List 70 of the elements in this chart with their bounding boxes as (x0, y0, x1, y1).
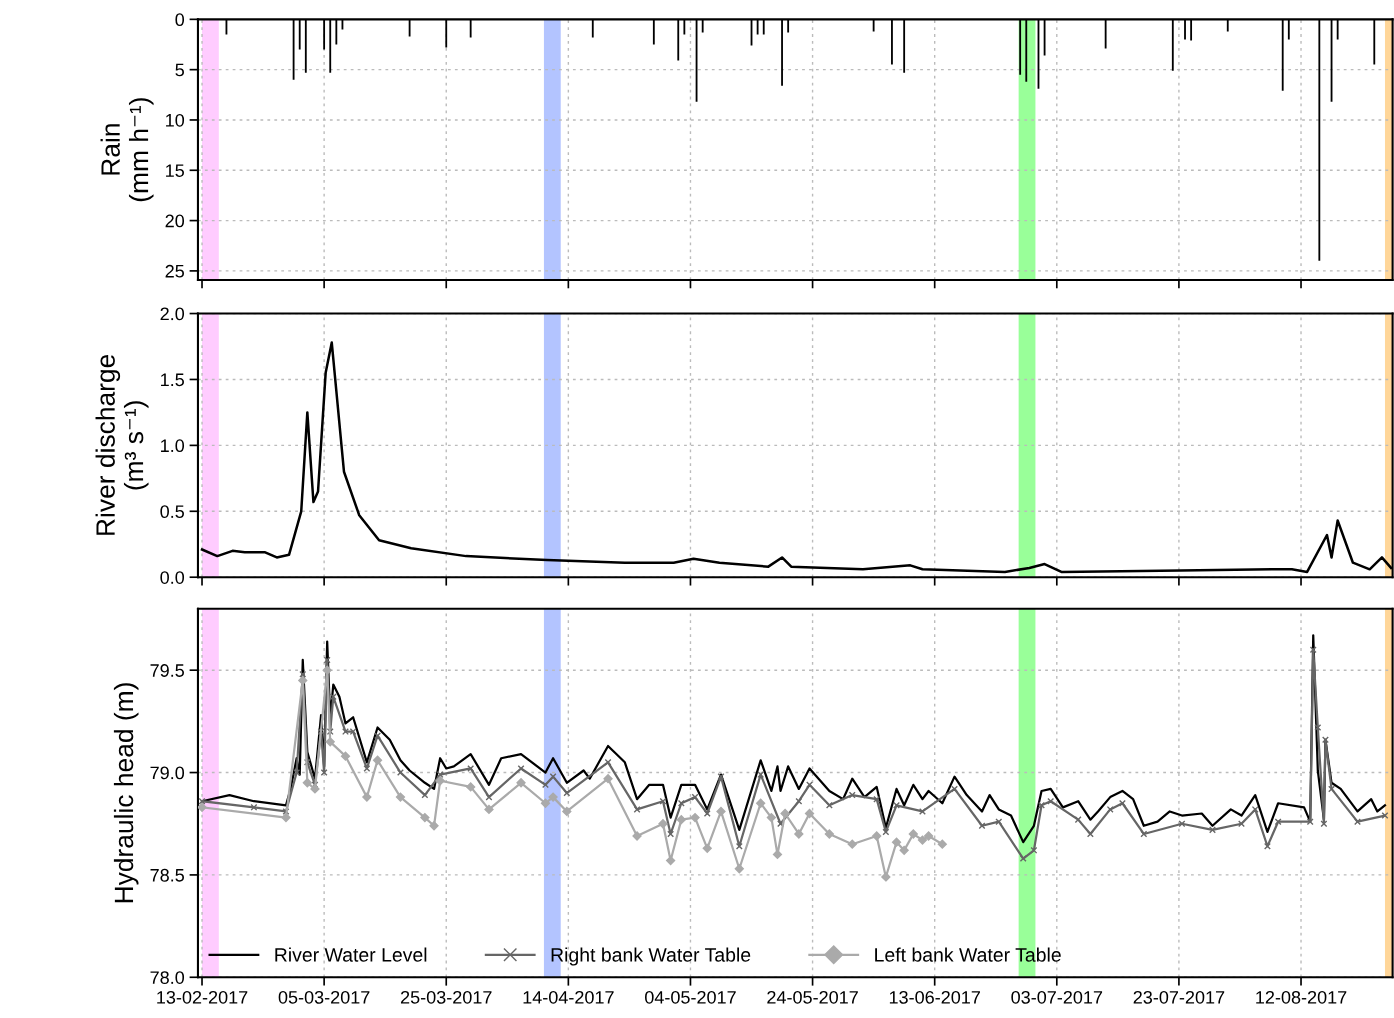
point (429, 821, 439, 831)
y-tick-label: 1.5 (161, 373, 184, 387)
legend-label: Left bank Water Table (875, 947, 1061, 962)
y-tick-label: 79.5 (150, 664, 184, 677)
x-tick-label: 13-02-2017 (157, 990, 248, 1004)
y-axis-title: Rain (mm h⁻¹) (100, 98, 154, 202)
point (734, 864, 744, 874)
y-tick-label: 79.0 (150, 766, 185, 780)
point (824, 829, 834, 839)
point (847, 839, 857, 849)
y-axis-title: Hydraulic head (m) (113, 683, 139, 903)
point (310, 784, 320, 794)
point (395, 792, 406, 802)
point (548, 792, 558, 802)
y-tick-label: 1.0 (161, 439, 185, 453)
point (340, 751, 351, 761)
point (281, 812, 291, 823)
point (658, 819, 668, 829)
y-axis-title: River discharge (m³ s⁻¹) (95, 354, 149, 535)
y-tick-label: 2.0 (160, 307, 185, 321)
legend-label: River Water Level (275, 947, 427, 962)
point (923, 831, 934, 841)
y-tick-label: 0.0 (160, 571, 185, 584)
y-tick-label: 0 (175, 13, 185, 27)
point (908, 829, 918, 839)
point (702, 843, 712, 853)
point (756, 798, 766, 808)
y-tick-label: 25 (165, 264, 184, 278)
y-tick-label: 20 (165, 214, 185, 228)
point (322, 665, 332, 675)
point (899, 845, 909, 855)
x-tick-label: 13-06-2017 (889, 990, 980, 1004)
point (540, 798, 551, 808)
point (690, 812, 700, 823)
x-tick-label: 14-04-2017 (523, 990, 614, 1004)
point (435, 776, 445, 786)
y-tick-label: 0.5 (160, 505, 184, 519)
y-tick-label: 10 (166, 113, 185, 127)
point (716, 806, 726, 817)
point (562, 806, 572, 817)
y-tick-label: 5 (175, 63, 184, 77)
x-tick-label: 25-03-2017 (400, 990, 492, 1004)
x-tick-label: 05-03-2017 (278, 990, 370, 1004)
point (302, 778, 312, 788)
point (603, 774, 613, 784)
point (466, 782, 476, 792)
point (676, 815, 686, 825)
x-tick-label: 23-07-2017 (1133, 990, 1225, 1004)
x-tick-label: 24-05-2017 (767, 990, 858, 1004)
point (780, 808, 790, 819)
y-tick-label: 78.0 (150, 971, 185, 984)
point (766, 812, 776, 823)
x-tick-label: 03-07-2017 (1011, 990, 1103, 1004)
point (420, 812, 430, 823)
point (937, 839, 947, 849)
point (362, 792, 372, 802)
point (325, 737, 335, 747)
legend-label: Right bank Water Table (551, 947, 751, 966)
point (917, 835, 928, 845)
y-tick-label: 78.5 (150, 868, 184, 882)
point (372, 755, 383, 765)
point (794, 829, 804, 839)
x-tick-label: 04-05-2017 (645, 990, 736, 1004)
point (891, 837, 902, 847)
point (516, 778, 526, 788)
y-tick-label: 15 (166, 164, 184, 177)
point (197, 802, 207, 812)
point (872, 831, 882, 841)
x-tick-label: 12-08-2017 (1256, 990, 1347, 1004)
point (484, 804, 494, 815)
